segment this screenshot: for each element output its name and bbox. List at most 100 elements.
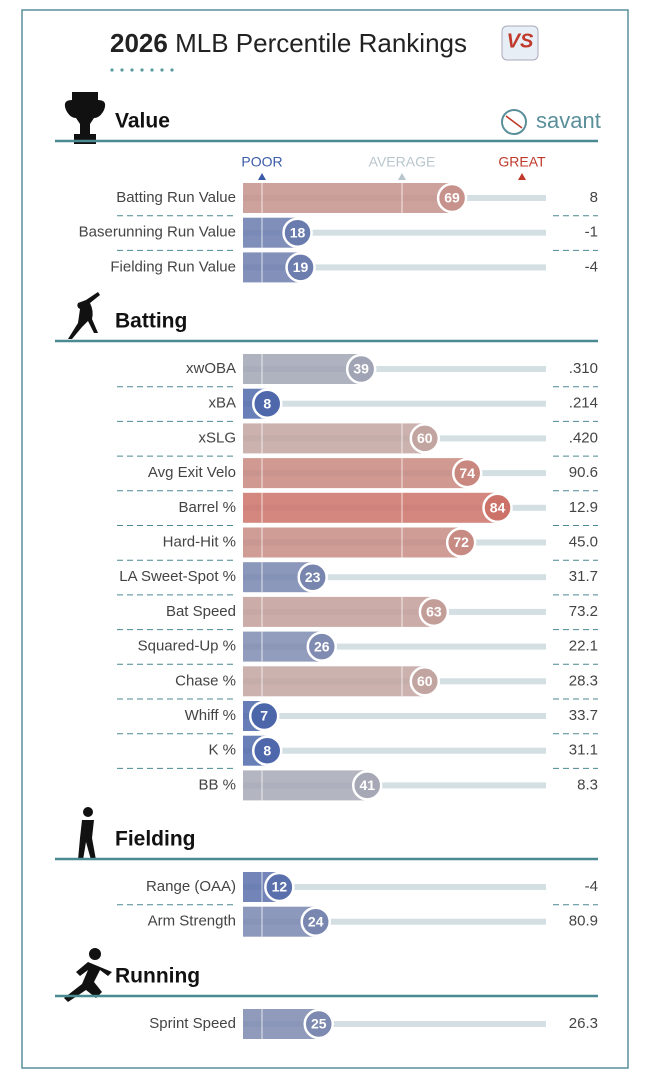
percentile-bar xyxy=(243,666,425,697)
row-label: Arm Strength xyxy=(148,913,236,930)
row-label: BB % xyxy=(198,776,236,793)
stat-value: .420 xyxy=(569,429,598,446)
percentile-text: 18 xyxy=(290,224,306,240)
track xyxy=(243,782,546,789)
stat-value: 22.1 xyxy=(569,638,598,655)
stat-value: 8 xyxy=(590,189,598,206)
stat-value: 90.6 xyxy=(569,464,598,481)
percentile-bar xyxy=(243,770,368,801)
row-label: xBA xyxy=(208,395,236,412)
row-label: xwOBA xyxy=(186,360,236,377)
title-year: 2026 xyxy=(110,28,168,58)
percentile-text: 72 xyxy=(453,534,469,550)
row-label: Whiff % xyxy=(185,707,236,724)
percentile-text: 8 xyxy=(263,742,271,758)
track xyxy=(243,400,546,407)
section-title: Running xyxy=(115,965,200,988)
scale-label: GREAT xyxy=(498,154,546,170)
section-title: Fielding xyxy=(115,828,196,851)
percentile-bar xyxy=(243,423,425,454)
row-label: Chase % xyxy=(175,672,236,689)
row-label: Baserunning Run Value xyxy=(79,224,236,241)
scale-arrow xyxy=(518,173,526,180)
section-title: Value xyxy=(115,110,170,133)
stat-value: 73.2 xyxy=(569,603,598,620)
stat-value: .214 xyxy=(569,395,598,412)
stat-value: -4 xyxy=(585,258,598,275)
percentile-dot xyxy=(436,182,468,214)
percentile-bar xyxy=(243,183,453,213)
row-label: Barrel % xyxy=(178,499,236,516)
title-dots xyxy=(110,68,174,72)
percentile-dot xyxy=(306,631,338,662)
row-label: Avg Exit Velo xyxy=(148,464,236,481)
badge-text: VS xyxy=(507,30,534,52)
row-label: Batting Run Value xyxy=(116,189,236,206)
percentile-text: 41 xyxy=(359,777,375,793)
track xyxy=(243,229,546,236)
track xyxy=(243,747,546,754)
row-label: Hard-Hit % xyxy=(163,533,236,550)
track xyxy=(243,884,546,890)
percentile-dot xyxy=(285,252,316,283)
percentile-bar xyxy=(243,596,434,627)
stat-value: -1 xyxy=(585,224,598,241)
percentile-dot xyxy=(248,700,280,732)
savant-logo: savant xyxy=(501,108,601,135)
percentile-bar xyxy=(243,458,468,489)
page-title: 2026 MLB Percentile Rankings xyxy=(110,28,467,58)
percentile-text: 19 xyxy=(293,259,309,275)
percentile-text: 69 xyxy=(444,190,460,206)
percentile-bar xyxy=(243,354,362,384)
stat-value: 31.1 xyxy=(569,742,598,759)
percentile-text: 74 xyxy=(459,465,475,481)
percentile-dot xyxy=(303,1008,334,1040)
track xyxy=(243,574,546,581)
percentile-text: 26 xyxy=(314,638,330,654)
percentile-bar xyxy=(243,527,462,558)
stat-value: 12.9 xyxy=(569,499,598,516)
percentile-dot xyxy=(409,423,441,454)
percentile-dot xyxy=(282,217,313,248)
percentile-text: 23 xyxy=(305,569,321,585)
percentile-dot xyxy=(251,388,283,419)
row-label: Squared-Up % xyxy=(138,638,236,655)
percentile-text: 24 xyxy=(308,913,324,929)
scale-arrow xyxy=(398,173,406,180)
row-label: LA Sweet-Spot % xyxy=(119,568,236,585)
percentile-dot xyxy=(409,666,441,697)
section-title: Batting xyxy=(115,310,187,333)
row-label: xSLG xyxy=(198,429,236,446)
track xyxy=(243,918,546,925)
stat-value: .310 xyxy=(569,360,598,377)
scale-label: POOR xyxy=(241,154,282,170)
stat-value: 45.0 xyxy=(569,533,598,550)
stat-value: 26.3 xyxy=(569,1015,598,1032)
percentile-text: 84 xyxy=(490,500,506,516)
percentile-dot xyxy=(445,527,477,558)
percentile-dot xyxy=(300,906,331,937)
title-text: MLB Percentile Rankings xyxy=(175,28,467,58)
track xyxy=(243,643,546,650)
section-icons xyxy=(64,92,112,1002)
percentile-dot xyxy=(251,735,283,766)
percentile-dot xyxy=(482,492,513,524)
percentile-dot xyxy=(345,353,377,385)
row-label: K % xyxy=(208,742,236,759)
percentile-text: 60 xyxy=(417,430,433,446)
stat-value: -4 xyxy=(585,878,598,895)
stat-value: 33.7 xyxy=(569,707,598,724)
percentile-text: 39 xyxy=(353,361,369,377)
percentile-text: 12 xyxy=(272,879,288,895)
row-label: Range (OAA) xyxy=(146,878,236,895)
stat-value: 80.9 xyxy=(569,913,598,930)
percentile-dot xyxy=(297,561,328,593)
track xyxy=(243,264,546,271)
scale-label: AVERAGE xyxy=(369,154,436,170)
track xyxy=(243,713,546,719)
percentile-text: 63 xyxy=(426,604,442,620)
stat-value: 28.3 xyxy=(569,672,598,689)
scale-arrow xyxy=(258,173,266,180)
track xyxy=(243,366,546,372)
